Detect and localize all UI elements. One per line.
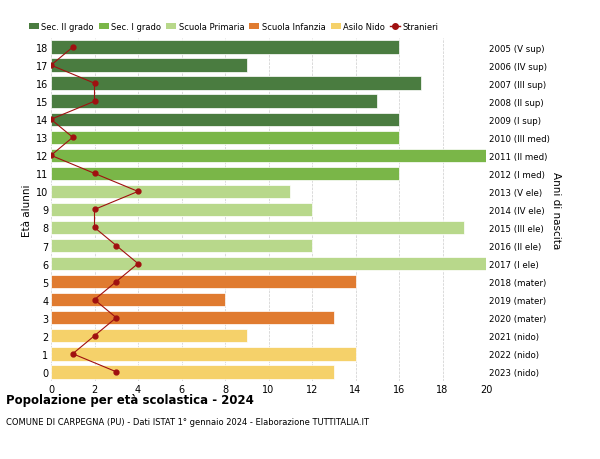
Bar	[51, 221, 464, 235]
Text: Popolazione per età scolastica - 2024: Popolazione per età scolastica - 2024	[6, 393, 254, 406]
Bar	[51, 311, 334, 325]
Bar	[51, 77, 421, 91]
Legend: Sec. II grado, Sec. I grado, Scuola Primaria, Scuola Infanzia, Asilo Nido, Stran: Sec. II grado, Sec. I grado, Scuola Prim…	[29, 22, 439, 31]
Bar	[51, 131, 399, 145]
Bar	[51, 113, 399, 127]
Bar	[51, 329, 247, 343]
Text: COMUNE DI CARPEGNA (PU) - Dati ISTAT 1° gennaio 2024 - Elaborazione TUTTITALIA.I: COMUNE DI CARPEGNA (PU) - Dati ISTAT 1° …	[6, 417, 369, 426]
Bar	[51, 167, 399, 181]
Bar	[51, 203, 312, 217]
Y-axis label: Anni di nascita: Anni di nascita	[551, 172, 561, 248]
Bar	[51, 59, 247, 73]
Bar	[51, 275, 356, 289]
Bar	[51, 95, 377, 109]
Bar	[51, 239, 312, 253]
Bar	[51, 41, 399, 55]
Y-axis label: Età alunni: Età alunni	[22, 184, 32, 236]
Bar	[51, 347, 356, 361]
Bar	[51, 257, 486, 271]
Bar	[51, 365, 334, 379]
Bar	[51, 293, 225, 307]
Bar	[51, 185, 290, 199]
Bar	[51, 149, 486, 163]
